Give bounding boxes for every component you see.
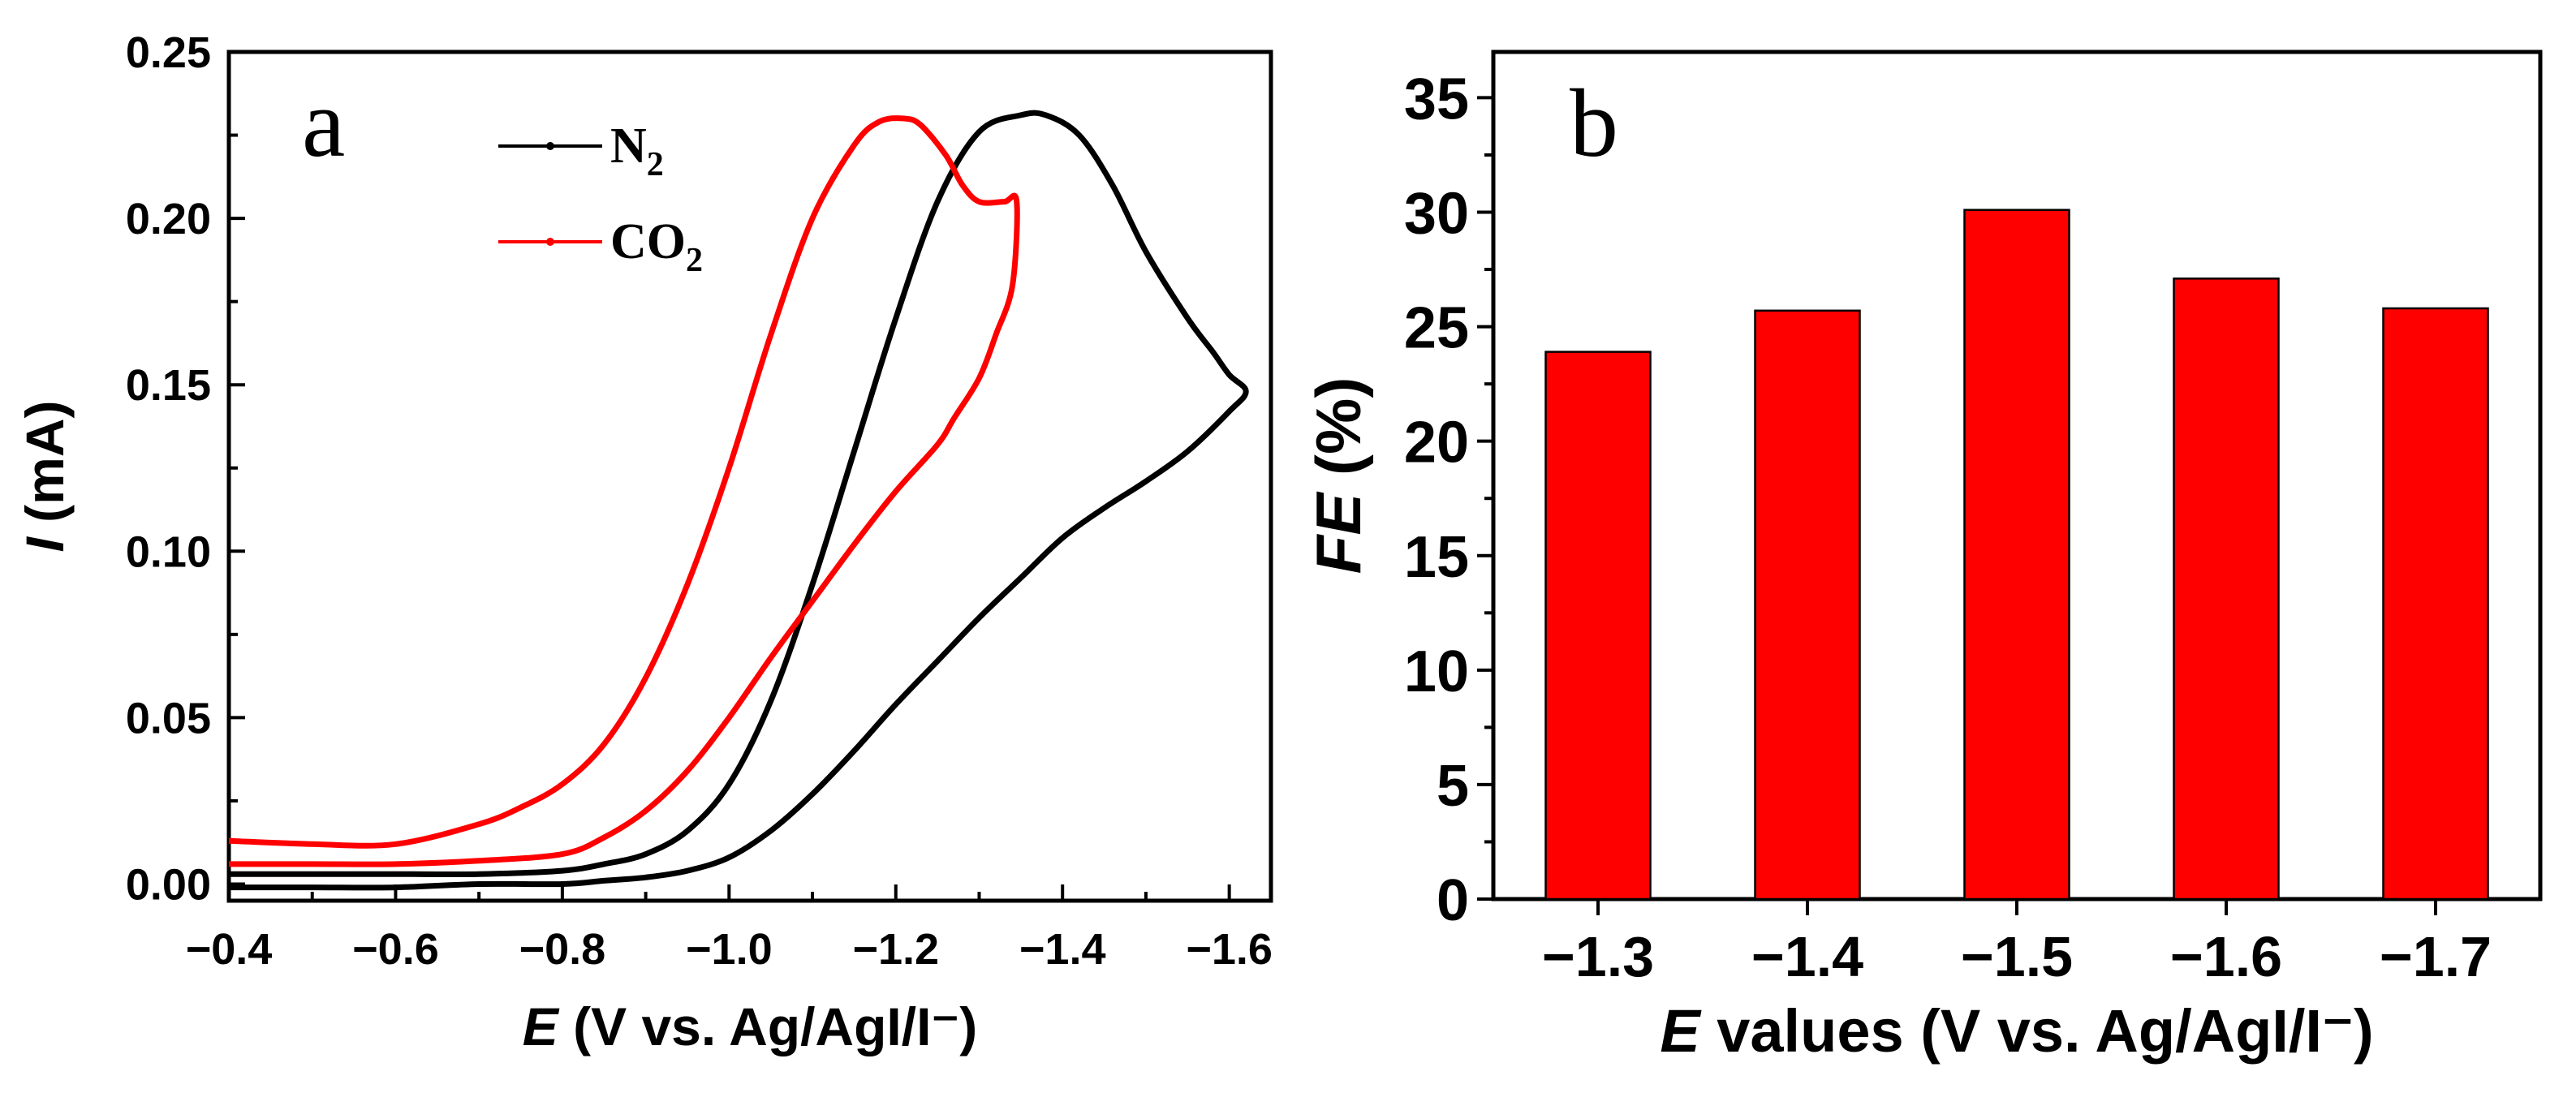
panel-a-plot-frame [226,49,1273,903]
x-tick-label: −1.0 [686,925,773,974]
x-tick-label: −1.3 [1542,925,1654,988]
y-tick-label: 0.10 [126,527,211,576]
x-tick-label: −1.6 [2170,925,2282,988]
y-tick-label: 30 [1404,182,1469,247]
y-tick-label: 0.00 [126,860,211,909]
series-line-co2 [228,115,1020,867]
panel-a-x-axis-title: E (V vs. Ag/AgI/I⁻) [523,996,977,1056]
x-tick-label: −1.4 [1019,925,1106,974]
bar [1754,309,1861,901]
y-tick-label: 5 [1437,754,1469,819]
panel-b-y-axis-title: FE (%) [1303,377,1374,574]
legend-n2-label: N2 [610,118,664,183]
y-tick-label: 35 [1404,67,1469,131]
y-tick-label: 0.15 [126,361,211,410]
x-tick-label: −0.6 [352,925,439,974]
x-tick-label: −1.2 [852,925,939,974]
x-tick-label: −0.4 [186,925,273,974]
y-tick-label: 10 [1404,639,1469,704]
y-tick-label: 15 [1404,525,1469,590]
panel-a-y-axis-title: I (mA) [15,401,75,553]
y-tick-label: 25 [1404,296,1469,361]
y-tick-label: 0.25 [126,28,211,77]
x-tick-label: −1.5 [1961,925,2073,988]
panel-a-tick-labels: −0.4 −0.6 −0.8 −1.0 −1.2 −1.4 −1.6 0.00 0.05 0.10… [126,28,1273,974]
panel-b: −1.3 −1.4 −1.5 −1.6 −1.7 0 5 10 15 20 25 30 35 b E v… [1303,49,2543,1065]
panel-a-legend: N2 CO2 [498,118,703,279]
panel-a-ticks [227,50,1231,901]
bar [2173,278,2280,901]
legend-n2-marker [546,142,554,150]
y-tick-label: 20 [1404,411,1469,475]
panel-a-label: a [302,69,345,177]
panel-b-ticks [1477,96,2437,915]
panel-b-bars [1544,209,2489,901]
series-line-n2 [229,110,1249,891]
y-tick-label: 0 [1437,868,1469,933]
panel-b-tick-labels: −1.3 −1.4 −1.5 −1.6 −1.7 0 5 10 15 20 25 30 35 [1404,67,2492,988]
x-tick-label: −0.8 [519,925,606,974]
panel-b-x-axis-title: E values (V vs. Ag/AgI/I⁻) [1660,997,2373,1065]
panel-a-curves [228,110,1249,891]
x-tick-label: −1.6 [1186,925,1273,974]
bar [1963,209,2070,901]
bar [2382,307,2489,901]
legend-co2-marker [546,238,554,246]
legend-co2-label: CO2 [610,214,703,279]
y-tick-label: 0.05 [126,694,211,742]
y-tick-label: 0.20 [126,195,211,243]
panel-a: −0.4 −0.6 −0.8 −1.0 −1.2 −1.4 −1.6 0.00 0.05 0.10… [15,28,1273,1056]
x-tick-label: −1.7 [2380,925,2492,988]
x-tick-label: −1.4 [1751,925,1863,988]
bar [1544,351,1652,901]
panel-b-label: b [1570,69,1618,177]
